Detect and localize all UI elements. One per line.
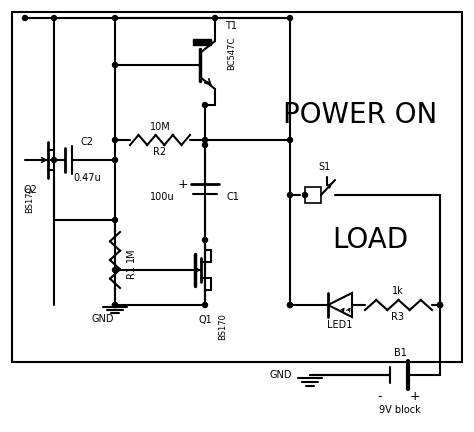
- Text: C2: C2: [81, 137, 94, 147]
- Text: LOAD: LOAD: [332, 226, 408, 254]
- Circle shape: [302, 193, 308, 197]
- Text: 100u: 100u: [150, 192, 175, 202]
- Circle shape: [112, 217, 118, 222]
- Circle shape: [438, 302, 443, 308]
- Text: BS170: BS170: [219, 314, 228, 340]
- Circle shape: [438, 302, 443, 308]
- Text: T1: T1: [225, 21, 237, 31]
- Bar: [193, 39, 211, 45]
- Circle shape: [112, 16, 118, 20]
- Bar: [12, 12, 462, 362]
- Text: 0.47u: 0.47u: [73, 173, 101, 183]
- Text: Q2: Q2: [23, 185, 37, 195]
- Circle shape: [288, 302, 292, 308]
- Text: POWER ON: POWER ON: [283, 101, 437, 129]
- Circle shape: [112, 302, 118, 308]
- Circle shape: [112, 158, 118, 162]
- Circle shape: [288, 16, 292, 20]
- Text: Q1: Q1: [198, 315, 212, 325]
- Circle shape: [112, 302, 118, 308]
- Text: S1: S1: [319, 162, 331, 172]
- Text: BS170: BS170: [26, 187, 35, 213]
- Text: LED1: LED1: [328, 320, 353, 330]
- Circle shape: [202, 143, 208, 147]
- Circle shape: [212, 16, 218, 20]
- Text: 1M: 1M: [126, 248, 136, 262]
- Circle shape: [288, 193, 292, 197]
- Circle shape: [202, 102, 208, 108]
- Bar: [305, 187, 321, 203]
- Text: 10M: 10M: [150, 122, 170, 132]
- Text: BC547C: BC547C: [227, 36, 236, 70]
- Circle shape: [288, 302, 292, 308]
- Text: +: +: [410, 391, 420, 403]
- Text: GND: GND: [92, 314, 114, 324]
- Circle shape: [22, 16, 27, 20]
- Circle shape: [202, 302, 208, 308]
- Circle shape: [288, 137, 292, 143]
- Text: +: +: [178, 178, 188, 191]
- Circle shape: [52, 16, 56, 20]
- Text: B1: B1: [393, 348, 406, 358]
- Text: GND: GND: [270, 370, 292, 380]
- Circle shape: [112, 267, 118, 273]
- Text: 1k: 1k: [392, 286, 404, 296]
- Text: R2: R2: [154, 147, 166, 157]
- Text: -: -: [378, 391, 382, 403]
- Circle shape: [202, 137, 208, 143]
- Circle shape: [438, 302, 443, 308]
- Text: R1: R1: [126, 266, 136, 279]
- Text: R3: R3: [392, 312, 404, 322]
- Text: C1: C1: [227, 192, 240, 202]
- Circle shape: [202, 238, 208, 242]
- Circle shape: [112, 137, 118, 143]
- Text: 9V block: 9V block: [379, 405, 421, 415]
- Circle shape: [52, 158, 56, 162]
- Circle shape: [112, 63, 118, 67]
